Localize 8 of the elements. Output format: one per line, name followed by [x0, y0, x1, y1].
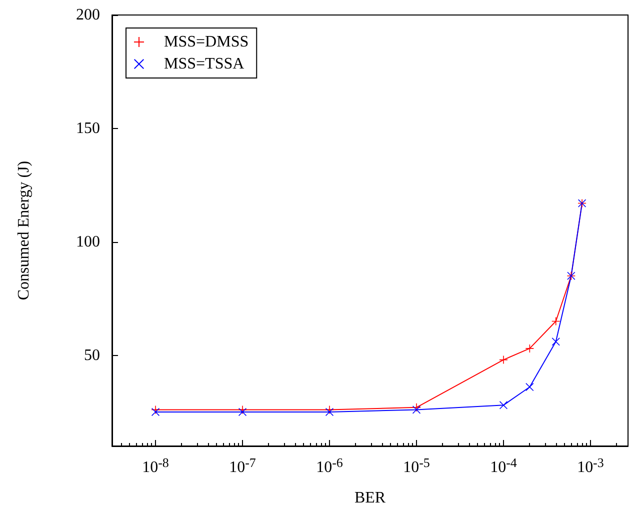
legend-label: MSS=DMSS	[164, 34, 249, 50]
y-tick-label: 200	[76, 6, 100, 24]
y-tick-label: 50	[84, 346, 100, 364]
y-tick-label: 100	[76, 233, 100, 250]
legend-label: MSS=TSSA	[164, 56, 245, 72]
y-axis-title: Consumed Energy (J)	[16, 160, 32, 300]
x-axis-title: BER	[354, 490, 386, 506]
y-tick-label: 150	[76, 120, 100, 137]
